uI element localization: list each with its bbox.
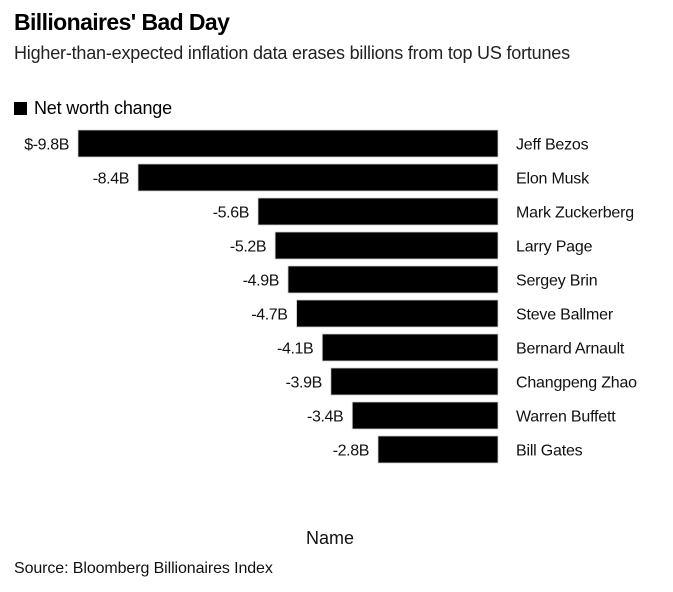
category-label: Sergey Brin — [516, 273, 597, 290]
category-label: Steve Ballmer — [516, 307, 614, 324]
bar — [274, 231, 499, 260]
data-label: -4.7B — [251, 307, 287, 324]
legend-label: Net worth change — [34, 98, 172, 118]
data-label: -5.2B — [230, 239, 266, 256]
legend-swatch — [14, 102, 27, 115]
category-label: Bernard Arnault — [516, 341, 625, 358]
bar — [321, 333, 499, 362]
bar — [287, 265, 499, 294]
legend: Net worth change — [14, 98, 172, 119]
data-label: -4.9B — [243, 273, 279, 290]
category-label: Jeff Bezos — [516, 137, 589, 154]
category-label: Elon Musk — [516, 171, 590, 188]
data-label: $-9.8B — [24, 137, 69, 154]
bar — [137, 163, 499, 192]
category-label: Bill Gates — [516, 443, 583, 460]
bar — [77, 129, 499, 158]
bar — [351, 401, 499, 430]
source-note: Source: Bloomberg Billionaires Index — [14, 560, 273, 577]
data-label: -8.4B — [93, 171, 129, 188]
bar — [330, 367, 499, 396]
data-label: -2.8B — [333, 443, 369, 460]
chart-title: Billionaires' Bad Day — [14, 9, 230, 35]
bar — [377, 435, 499, 464]
bar — [257, 197, 499, 226]
data-label: -3.9B — [286, 375, 322, 392]
chart-subtitle: Higher-than-expected inflation data eras… — [14, 43, 570, 63]
data-label: -4.1B — [277, 341, 313, 358]
category-label: Warren Buffett — [516, 409, 616, 426]
category-label: Mark Zuckerberg — [516, 205, 634, 222]
data-label: -3.4B — [307, 409, 343, 426]
bar — [296, 299, 499, 328]
data-label: -5.6B — [213, 205, 249, 222]
category-label: Larry Page — [516, 239, 593, 256]
x-axis-label: Name — [306, 528, 355, 548]
category-label: Changpeng Zhao — [516, 375, 637, 392]
